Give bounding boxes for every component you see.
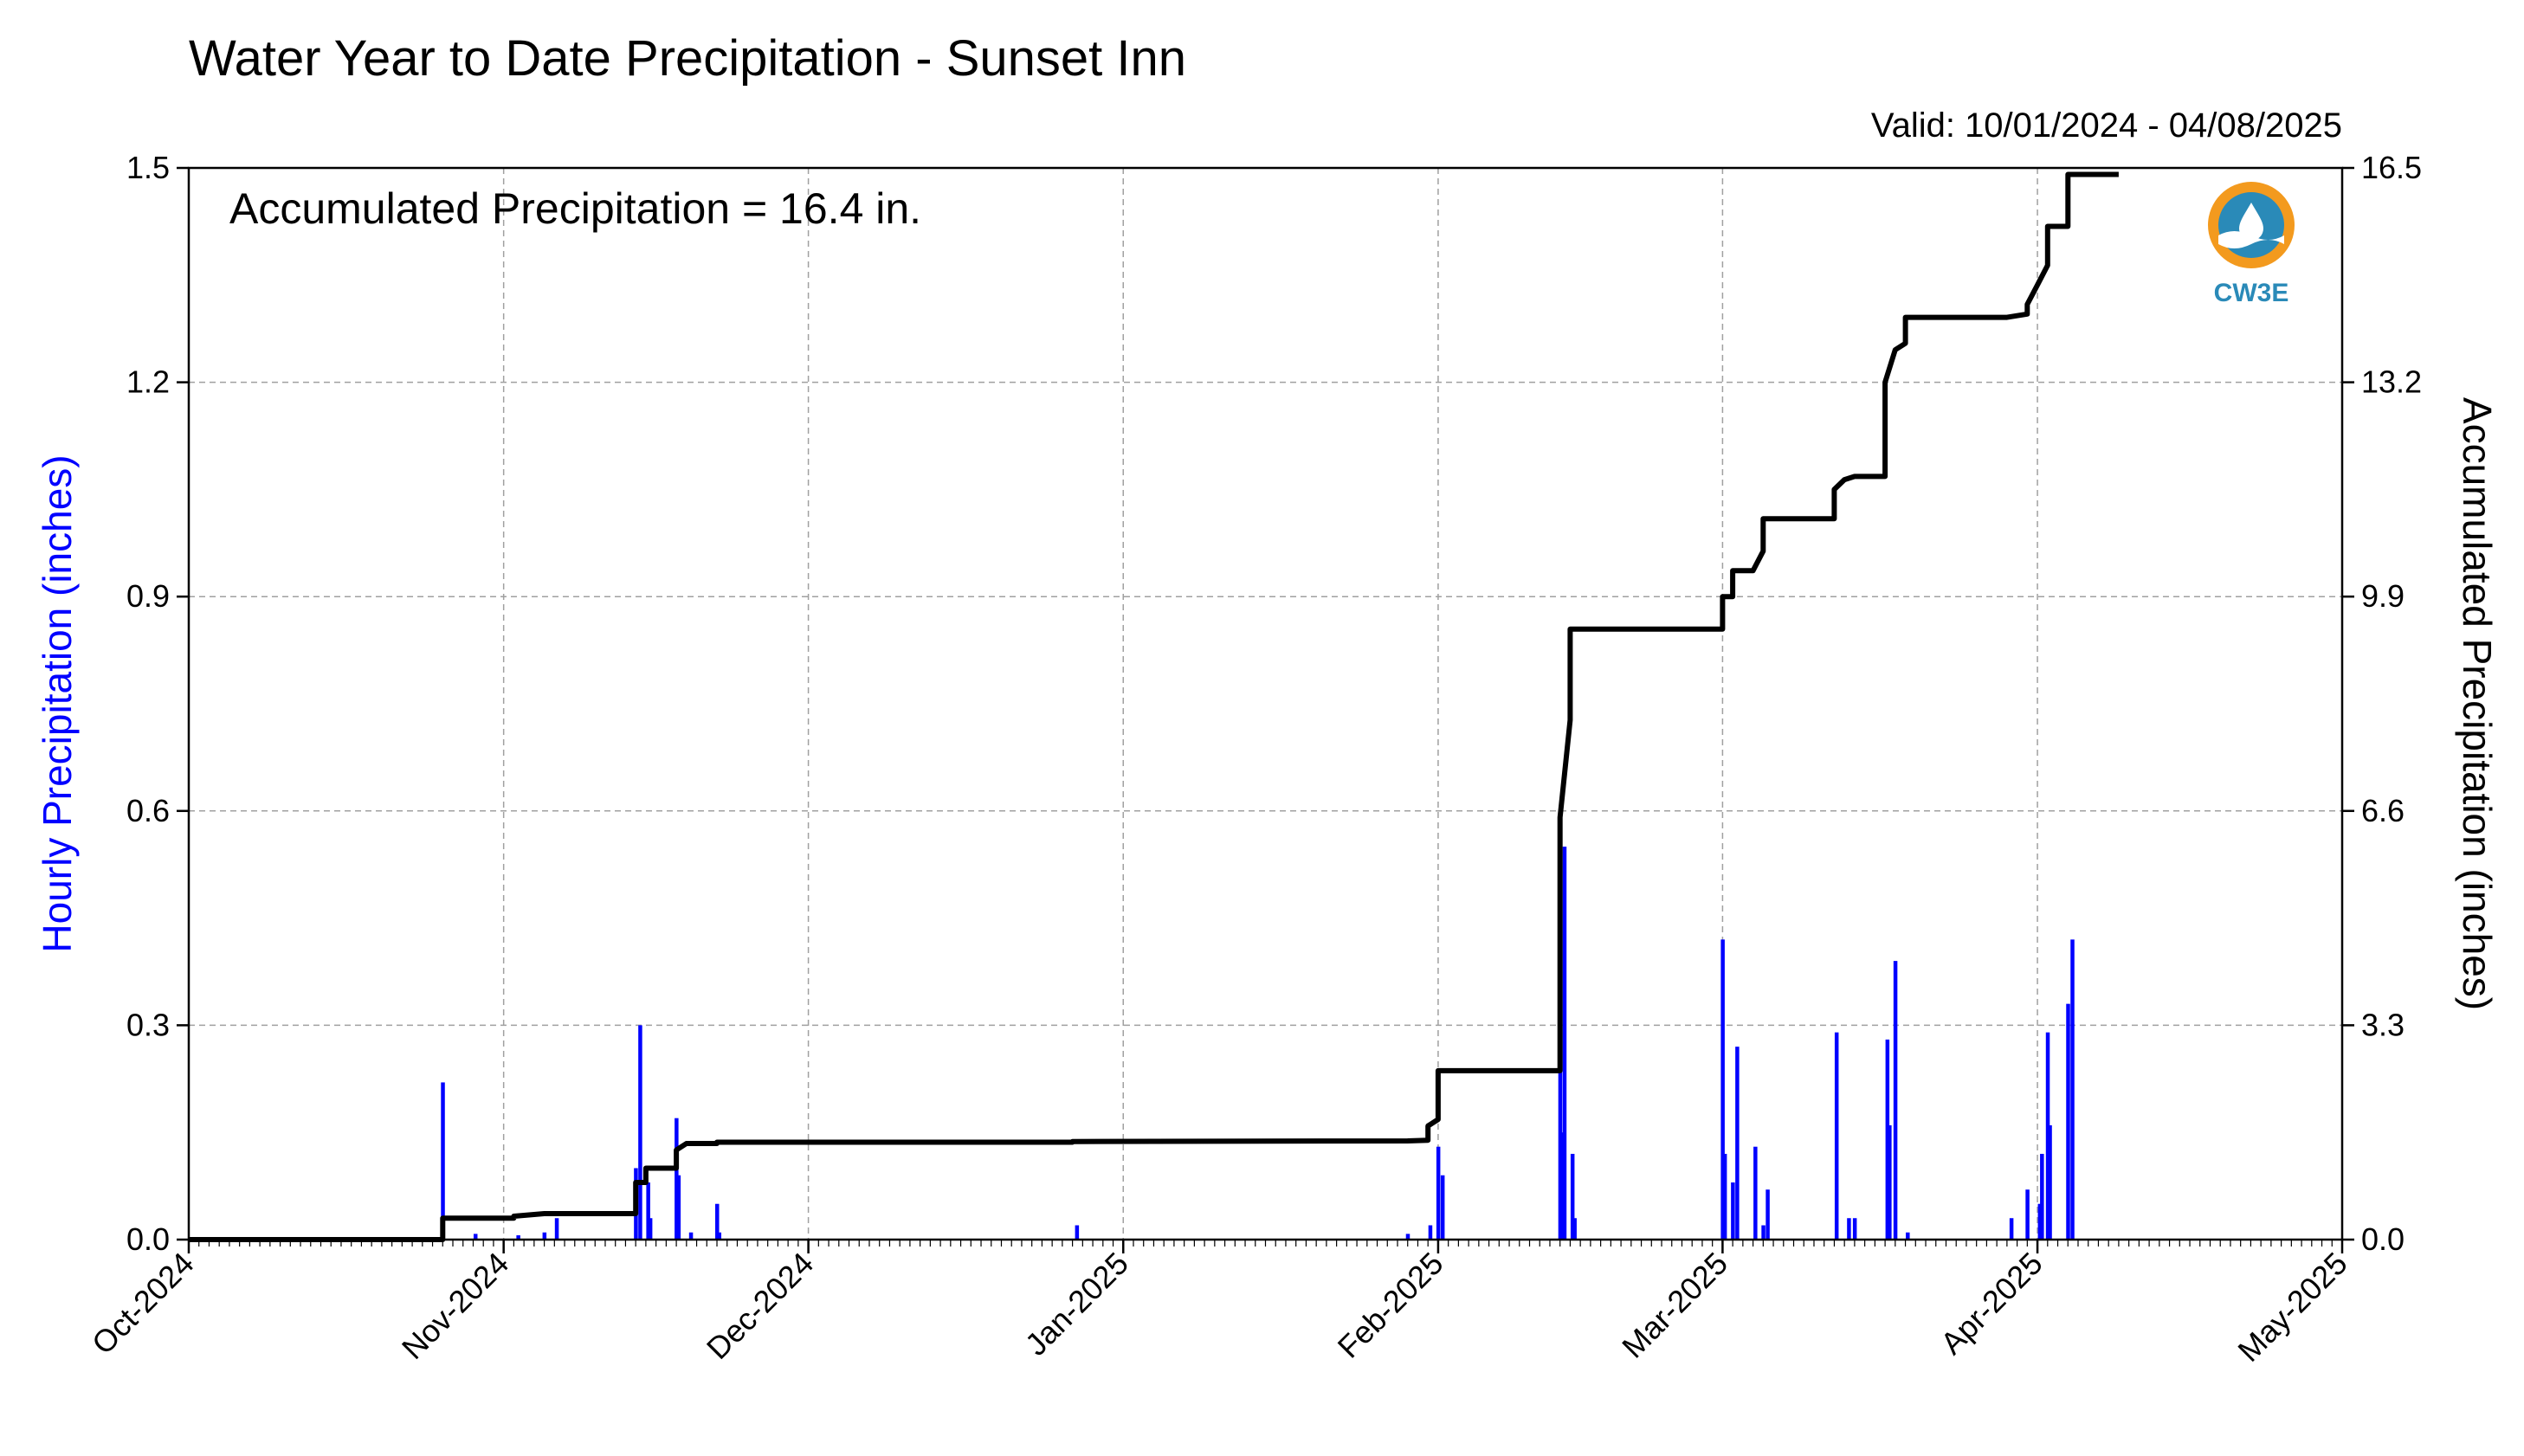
hourly-bar (1075, 1225, 1080, 1240)
x-tick-label: Apr-2025 (1933, 1246, 2050, 1362)
hourly-bar (648, 1218, 653, 1240)
accumulated-line-layer (189, 171, 2119, 1242)
left-tick-label: 0.6 (126, 793, 170, 828)
right-axis-ticks: 0.0 3.3 6.6 9.9 13.2 16.5 (2342, 150, 2422, 1257)
hourly-bar (1834, 1032, 1839, 1240)
hourly-bar (646, 1182, 650, 1240)
hourly-bar (1570, 1153, 1575, 1240)
plot-frame (187, 166, 2344, 1241)
hourly-bar (1847, 1218, 1851, 1240)
right-tick-label: 9.9 (2361, 578, 2405, 614)
x-tick-label: Feb-2025 (1331, 1246, 1450, 1365)
x-axis-ticks: Oct-2024 Nov-2024 Dec-2024 Jan-2025 Feb-2025… (85, 1240, 2354, 1369)
accumulated-line (189, 171, 2119, 1242)
hourly-bar (2009, 1218, 2014, 1240)
hourly-bar (715, 1203, 720, 1240)
hourly-bar (1766, 1189, 1770, 1240)
grid (189, 168, 2342, 1240)
hourly-bar (676, 1175, 681, 1240)
right-tick-label: 13.2 (2361, 364, 2422, 400)
hourly-bar (2037, 1203, 2043, 1240)
chart-subtitle: Valid: 10/01/2024 - 04/08/2025 (1871, 106, 2342, 145)
hourly-bar (473, 1234, 478, 1240)
hourly-bar (1731, 1182, 1735, 1240)
hourly-bar (441, 1082, 445, 1240)
hourly-bar (1428, 1225, 1433, 1240)
x-tick-label: May-2025 (2230, 1246, 2353, 1369)
left-tick-label: 0.0 (126, 1221, 170, 1257)
hourly-bar (2025, 1189, 2030, 1240)
hourly-bar (688, 1232, 694, 1240)
hourly-bar (1405, 1234, 1410, 1240)
right-tick-label: 0.0 (2361, 1221, 2405, 1257)
hourly-bars (441, 847, 2075, 1240)
hourly-bar (1722, 1153, 1727, 1240)
right-axis-label: Accumulated Precipitation (inches) (2455, 397, 2500, 1010)
hourly-bar (1720, 939, 1725, 1240)
hourly-bar (675, 1118, 679, 1240)
right-tick-label: 16.5 (2361, 150, 2422, 185)
x-tick-label: Jan-2025 (1018, 1246, 1135, 1363)
left-tick-label: 0.3 (126, 1007, 170, 1042)
hourly-bar (2040, 1153, 2044, 1240)
hourly-bar (1893, 961, 1898, 1240)
hourly-bar (1560, 1132, 1565, 1240)
left-axis-ticks: 0.0 0.3 0.6 0.9 1.2 1.5 (126, 150, 189, 1257)
hourly-bar (1735, 1047, 1740, 1240)
left-tick-label: 1.5 (126, 150, 170, 185)
hourly-bar (717, 1232, 722, 1240)
hourly-bar (1906, 1232, 1910, 1240)
cw3e-logo: CW3E (2208, 182, 2295, 307)
hourly-bar (516, 1235, 520, 1240)
hourly-bar (1888, 1124, 1892, 1240)
chart-title: Water Year to Date Precipitation - Sunse… (189, 30, 1186, 87)
left-tick-label: 0.9 (126, 578, 170, 614)
hourly-bar (1885, 1039, 1890, 1240)
hourly-bar (1572, 1218, 1577, 1240)
hourly-bar (1852, 1218, 1857, 1240)
logo-drop-icon (2239, 203, 2263, 241)
right-tick-label: 6.6 (2361, 793, 2405, 828)
hourly-bar (1753, 1146, 1758, 1240)
hourly-bar (1558, 1025, 1563, 1240)
hourly-bar (2066, 1003, 2070, 1240)
hourly-bar (1436, 1146, 1441, 1240)
hourly-bar (2045, 1032, 2050, 1240)
hourly-bar (1761, 1225, 1766, 1240)
hourly-bar (2070, 939, 2075, 1240)
x-tick-label: Nov-2024 (395, 1246, 515, 1366)
x-tick-label: Mar-2025 (1615, 1246, 1734, 1365)
x-tick-label: Oct-2024 (85, 1246, 201, 1362)
right-tick-label: 3.3 (2361, 1007, 2405, 1042)
logo-label: CW3E (2214, 279, 2289, 307)
hourly-bar (1440, 1175, 1445, 1240)
hourly-bar (1562, 847, 1567, 1240)
left-axis-label: Hourly Precipitation (inches) (35, 454, 80, 952)
left-tick-label: 1.2 (126, 364, 170, 400)
hourly-bar (2048, 1124, 2052, 1240)
hourly-bar (638, 1025, 642, 1240)
accumulated-annotation: Accumulated Precipitation = 16.4 in. (229, 184, 921, 233)
x-tick-label: Dec-2024 (700, 1246, 820, 1366)
hourly-bar (554, 1218, 559, 1240)
hourly-bar (542, 1232, 547, 1240)
